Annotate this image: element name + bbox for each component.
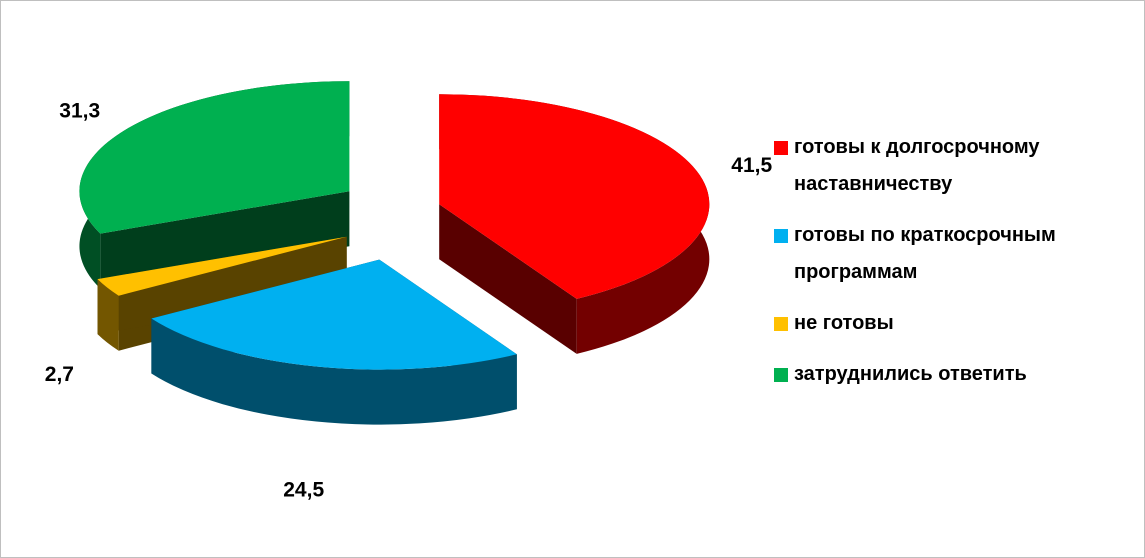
slice-side	[151, 318, 517, 425]
legend-label: затруднились ответить	[794, 363, 1027, 385]
slice-side	[97, 236, 347, 335]
slice	[97, 236, 347, 296]
legend-label: готовы к долгосрочному наставничеству	[794, 136, 1040, 195]
slice-side	[439, 204, 577, 354]
data-label: 24,5	[283, 479, 324, 502]
legend-item: затруднились ответить	[774, 356, 1124, 393]
data-label: 2,7	[45, 363, 74, 386]
slice-side	[100, 191, 350, 289]
legend-item: не готовы	[774, 305, 1124, 342]
legend-swatch	[774, 141, 788, 155]
legend-swatch	[774, 229, 788, 243]
slice	[151, 259, 517, 370]
slice-side	[97, 279, 119, 351]
legend-swatch	[774, 317, 788, 331]
legend-item: готовы к долгосрочному наставничеству	[774, 129, 1124, 203]
legend-swatch	[774, 368, 788, 382]
data-label: 31,3	[59, 99, 100, 122]
slice	[439, 94, 710, 299]
legend-item: готовы по краткосрочным программам	[774, 217, 1124, 291]
slice	[79, 81, 350, 234]
data-label: 41,5	[731, 154, 772, 177]
legend-label: не готовы	[794, 312, 894, 334]
legend-label: готовы по краткосрочным программам	[794, 224, 1056, 283]
legend: готовы к долгосрочному наставничеству гот…	[774, 129, 1124, 407]
